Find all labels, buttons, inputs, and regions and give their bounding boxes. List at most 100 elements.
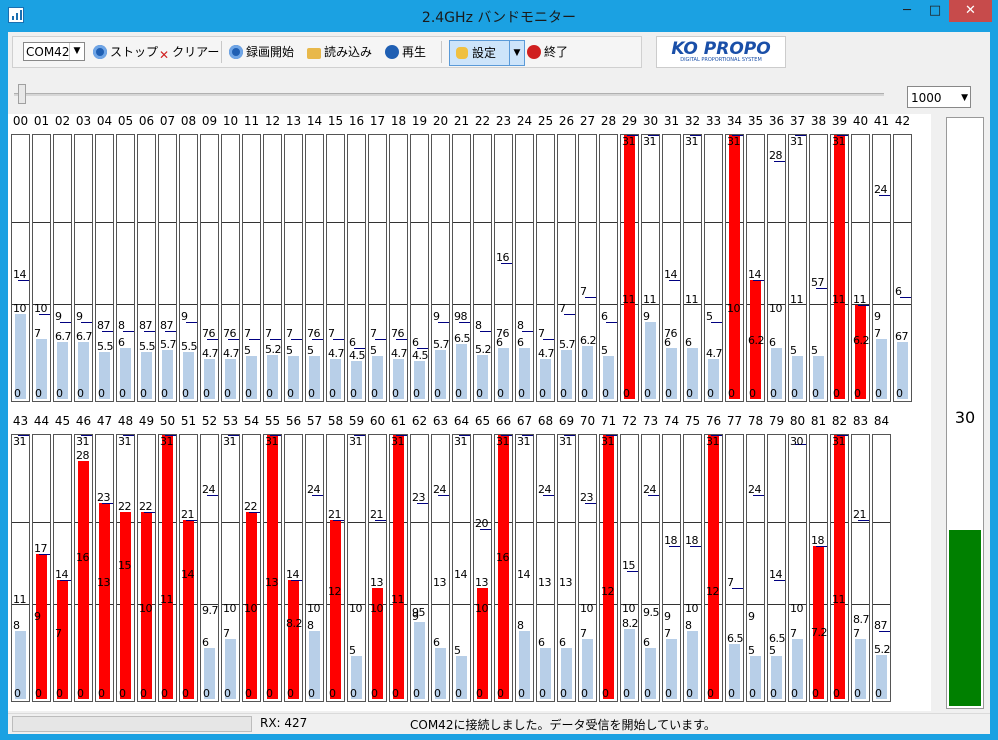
channel-box: 8 6 0 <box>515 134 534 402</box>
avg-bar <box>561 648 572 699</box>
channel-03: 03 9 6.7 0 <box>73 114 94 404</box>
avg-label: 5.7 <box>559 338 575 351</box>
peak-tick <box>858 520 869 521</box>
stop-button[interactable]: ストップ <box>93 42 158 62</box>
avg-label: 6.5 <box>454 332 470 345</box>
peak-tick <box>333 520 344 521</box>
record-button[interactable]: 録画開始 <box>229 42 294 62</box>
channel-number: 83 <box>852 414 869 428</box>
maximize-button[interactable]: □ <box>928 3 942 18</box>
peak-tick <box>858 305 869 306</box>
grid-line <box>432 304 449 305</box>
settings-button[interactable]: 設定 ▼ <box>449 40 525 66</box>
exit-button[interactable]: 終了 <box>527 42 568 62</box>
avg-bar <box>456 656 467 699</box>
max-label: 31 <box>160 435 174 448</box>
grid-line <box>894 304 911 305</box>
peak-tick <box>60 580 71 581</box>
zero-label: 0 <box>644 687 651 700</box>
grid-line <box>873 604 890 605</box>
grid-line <box>306 604 323 605</box>
channel-number: 01 <box>33 114 50 128</box>
channel-box: 76 4.7 0 <box>389 134 408 402</box>
peak-tick <box>144 331 155 332</box>
peak-tick <box>648 135 659 136</box>
peak-label: 31 <box>643 135 657 148</box>
channel-number: 82 <box>831 414 848 428</box>
play-button[interactable]: 再生 <box>385 42 426 62</box>
avg-bar <box>729 644 740 699</box>
channel-box: 31 14 8 0 <box>515 434 534 702</box>
grid-line <box>579 604 596 605</box>
zero-label: 0 <box>14 687 21 700</box>
max-label: 9 <box>433 310 440 323</box>
grid-line <box>705 304 722 305</box>
channel-box: 31 22 15 0 <box>116 434 135 702</box>
zero-label: 0 <box>581 687 588 700</box>
channel-box: 31 12 0 <box>704 434 723 702</box>
play-icon <box>385 45 399 59</box>
slider-thumb[interactable] <box>18 84 26 104</box>
grid-line <box>705 222 722 223</box>
max-bar <box>288 580 299 699</box>
grid-line <box>852 522 869 523</box>
play-label: 再生 <box>402 45 427 59</box>
max-label: 10 <box>349 602 363 615</box>
peak-tick <box>795 135 806 136</box>
avg-label: 10 <box>475 602 489 615</box>
avg-label: 6.2 <box>853 334 869 347</box>
peak-tick <box>312 495 323 496</box>
zero-label: 0 <box>245 387 252 400</box>
channel-45: 45 14 7 0 <box>52 414 73 704</box>
channel-box: 10 7 0 <box>32 134 51 402</box>
rate-select[interactable]: 1000 ▼ <box>907 86 971 108</box>
channel-74: 74 18 9 7 0 <box>661 414 682 704</box>
grid-line <box>747 222 764 223</box>
max-bar <box>708 435 719 699</box>
channel-number: 48 <box>117 414 134 428</box>
channel-number: 11 <box>243 114 260 128</box>
peak-label: 28 <box>769 149 783 162</box>
channel-number: 00 <box>12 114 29 128</box>
zero-label: 0 <box>434 387 441 400</box>
minimize-button[interactable]: ─ <box>903 3 911 18</box>
peak-label: 24 <box>538 483 552 496</box>
grid-line <box>558 304 575 305</box>
channel-box: 18 10 8 0 <box>683 434 702 702</box>
peak-tick <box>816 546 827 547</box>
gauge-value: 30 <box>954 408 976 427</box>
grid-line <box>411 222 428 223</box>
avg-label: 7 <box>580 627 587 640</box>
peak-tick <box>480 529 491 530</box>
zero-label: 0 <box>434 687 441 700</box>
chevron-down-icon[interactable]: ▼ <box>509 41 524 65</box>
peak-tick <box>627 571 638 572</box>
channel-box: 7 6.2 0 <box>578 134 597 402</box>
avg-bar <box>225 639 236 699</box>
channel-box: 87 5.2 0 <box>872 434 891 702</box>
peak-tick <box>291 580 302 581</box>
zero-label: 0 <box>287 387 294 400</box>
grid-line <box>369 522 386 523</box>
avg-bar <box>351 656 362 699</box>
load-button[interactable]: 読み込み <box>307 42 372 62</box>
peak-label: 24 <box>202 483 216 496</box>
grid-line <box>180 222 197 223</box>
channel-number: 45 <box>54 414 71 428</box>
grid-line <box>579 522 596 523</box>
grid-line <box>75 222 92 223</box>
port-select[interactable]: COM42 ▼ <box>23 42 85 61</box>
peak-label: 24 <box>874 183 888 196</box>
grid-line <box>726 604 743 605</box>
max-label: 14 <box>454 568 468 581</box>
close-button[interactable]: ✕ <box>949 0 992 22</box>
channel-box: 57 5 0 <box>809 134 828 402</box>
clear-button[interactable]: ✕ クリアー <box>159 42 219 62</box>
peak-tick <box>543 339 554 340</box>
time-slider[interactable] <box>14 84 884 104</box>
avg-label: 5 <box>370 344 377 357</box>
avg-label: 5 <box>349 644 356 657</box>
grid-line <box>621 604 638 605</box>
grid-line <box>516 522 533 523</box>
grid-line <box>621 522 638 523</box>
